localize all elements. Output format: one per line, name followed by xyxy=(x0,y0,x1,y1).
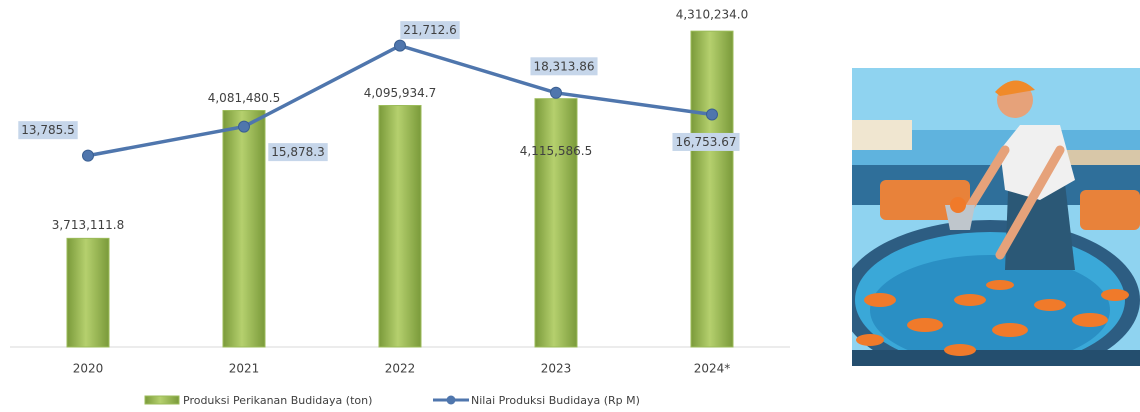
x-tick-label: 2021 xyxy=(229,362,260,376)
line-marker xyxy=(238,120,250,133)
legend-label: Produksi Perikanan Budidaya (ton) xyxy=(183,394,372,407)
data-label: 4,095,934.7 xyxy=(364,86,437,100)
illustration xyxy=(852,68,1140,366)
data-label: 18,313.86 xyxy=(533,59,594,73)
x-tick-label: 2022 xyxy=(385,362,416,376)
x-tick-label: 2024* xyxy=(694,362,731,376)
data-label: 21,712.6 xyxy=(403,23,456,37)
data-label: 13,785.5 xyxy=(21,123,74,137)
legend-label: Nilai Produksi Budidaya (Rp M) xyxy=(471,394,640,407)
data-label-box xyxy=(400,21,460,40)
bar xyxy=(378,105,422,348)
line-marker xyxy=(550,86,562,99)
bar xyxy=(66,237,110,348)
data-label-box xyxy=(672,132,740,151)
legend-swatch xyxy=(446,395,456,405)
bar xyxy=(690,30,734,348)
data-label-box xyxy=(18,121,78,140)
data-label: 16,753.67 xyxy=(675,135,736,149)
data-label: 4,115,586.5 xyxy=(520,144,593,158)
data-label-box xyxy=(530,57,598,76)
data-label: 4,310,234.0 xyxy=(676,8,749,22)
legend-swatch xyxy=(144,395,180,405)
data-label: 15,878.3 xyxy=(271,145,324,159)
x-tick-label: 2020 xyxy=(73,362,104,376)
line-marker xyxy=(706,108,718,121)
data-label-box xyxy=(268,143,328,162)
data-label: 3,713,111.8 xyxy=(52,218,125,232)
line-marker xyxy=(82,149,94,162)
bar xyxy=(222,110,266,348)
data-label: 4,081,480.5 xyxy=(208,91,281,105)
x-tick-label: 2023 xyxy=(541,362,572,376)
line-marker xyxy=(394,39,406,52)
bar xyxy=(534,98,578,348)
